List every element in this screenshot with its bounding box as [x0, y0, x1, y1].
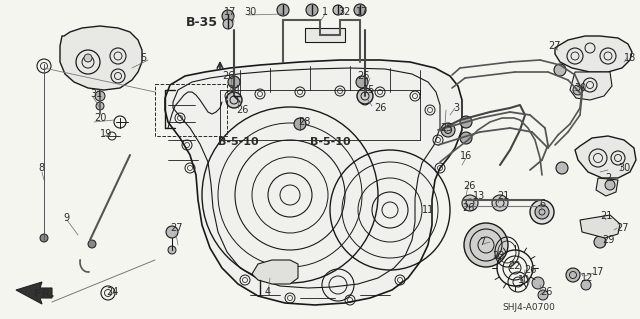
Circle shape [535, 205, 549, 219]
Text: B-5-10: B-5-10 [218, 137, 259, 147]
Text: 30: 30 [574, 83, 586, 93]
Circle shape [228, 76, 240, 88]
Circle shape [84, 54, 92, 62]
Text: 26: 26 [463, 181, 476, 191]
Text: 26: 26 [524, 265, 536, 275]
Circle shape [40, 234, 48, 242]
Polygon shape [305, 28, 345, 42]
Polygon shape [165, 60, 462, 305]
Circle shape [354, 4, 366, 16]
Text: 23: 23 [492, 251, 504, 261]
Circle shape [492, 195, 508, 211]
Circle shape [464, 223, 508, 267]
Text: 27: 27 [616, 223, 628, 233]
Text: 16: 16 [460, 151, 472, 161]
Text: 30: 30 [244, 7, 256, 17]
Polygon shape [580, 215, 620, 238]
Circle shape [294, 118, 306, 130]
Circle shape [566, 268, 580, 282]
Text: 21: 21 [600, 211, 612, 221]
Text: 4: 4 [265, 287, 271, 297]
Text: 6: 6 [539, 199, 545, 209]
Text: SHJ4-A0700: SHJ4-A0700 [502, 302, 555, 311]
Text: FR.: FR. [34, 289, 54, 299]
Text: 10: 10 [518, 275, 531, 285]
Text: 12: 12 [581, 273, 593, 283]
Text: 26: 26 [540, 287, 552, 297]
Text: 7: 7 [479, 237, 485, 247]
Polygon shape [575, 136, 636, 178]
Text: 20: 20 [94, 113, 106, 123]
Text: 27: 27 [170, 223, 182, 233]
Text: 17: 17 [592, 267, 604, 277]
Text: 27: 27 [548, 41, 561, 51]
Circle shape [573, 85, 583, 95]
Polygon shape [16, 282, 52, 304]
Text: 3: 3 [453, 103, 459, 113]
Bar [155, 84, 227, 136]
Circle shape [581, 280, 591, 290]
Text: 21: 21 [497, 191, 509, 201]
Text: 2: 2 [605, 173, 611, 183]
Text: 26: 26 [374, 103, 387, 113]
Text: 29: 29 [602, 235, 614, 245]
Circle shape [554, 64, 566, 76]
Text: 26: 26 [236, 105, 248, 115]
Text: 18: 18 [624, 53, 636, 63]
Circle shape [223, 19, 233, 29]
Text: 30: 30 [618, 163, 630, 173]
Circle shape [605, 225, 615, 235]
Circle shape [222, 10, 234, 22]
Polygon shape [596, 178, 618, 196]
Circle shape [333, 5, 343, 15]
Text: 32: 32 [338, 7, 350, 17]
Text: 26: 26 [357, 71, 369, 81]
Text: 5: 5 [140, 53, 147, 63]
Circle shape [532, 277, 544, 289]
Polygon shape [555, 36, 632, 72]
Text: 25: 25 [440, 123, 452, 133]
Text: 14: 14 [229, 85, 241, 95]
Text: 8: 8 [38, 163, 44, 173]
Text: 1: 1 [322, 7, 328, 17]
Text: B-5-10: B-5-10 [310, 137, 351, 147]
Circle shape [556, 162, 568, 174]
Text: 15: 15 [363, 85, 376, 95]
Text: 26: 26 [222, 71, 234, 81]
Text: 9: 9 [63, 213, 69, 223]
Circle shape [460, 132, 472, 144]
Polygon shape [252, 260, 298, 284]
Polygon shape [570, 72, 612, 100]
Circle shape [356, 76, 368, 88]
Text: 31: 31 [90, 89, 102, 99]
Text: 11: 11 [422, 205, 435, 215]
Text: B-35: B-35 [186, 16, 218, 28]
Circle shape [530, 200, 554, 224]
Text: 24: 24 [106, 287, 118, 297]
Circle shape [594, 236, 606, 248]
Circle shape [166, 226, 178, 238]
Circle shape [306, 4, 318, 16]
Circle shape [460, 116, 472, 128]
Circle shape [357, 88, 373, 104]
Circle shape [88, 240, 96, 248]
Circle shape [538, 290, 548, 300]
Polygon shape [60, 26, 142, 90]
Circle shape [462, 195, 478, 211]
Circle shape [605, 180, 615, 190]
Circle shape [360, 95, 370, 105]
Circle shape [226, 92, 242, 108]
Circle shape [96, 102, 104, 110]
Text: 28: 28 [298, 117, 310, 127]
Circle shape [441, 123, 455, 137]
Circle shape [277, 4, 289, 16]
Text: 26: 26 [462, 203, 474, 213]
Circle shape [168, 246, 176, 254]
Text: 17: 17 [356, 7, 369, 17]
Text: 17: 17 [224, 7, 236, 17]
Text: 19: 19 [100, 129, 112, 139]
Text: 13: 13 [473, 191, 485, 201]
Text: 22: 22 [508, 261, 520, 271]
Circle shape [95, 91, 105, 101]
